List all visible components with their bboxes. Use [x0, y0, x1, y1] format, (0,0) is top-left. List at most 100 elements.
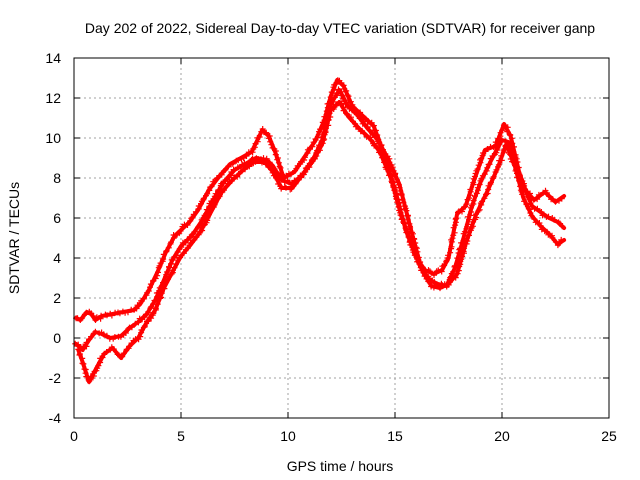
- data-point: [381, 159, 388, 166]
- data-point: [447, 249, 454, 256]
- data-point: [401, 220, 407, 227]
- data-point: [267, 165, 274, 172]
- data-point: [525, 205, 532, 212]
- data-point: [466, 195, 473, 202]
- data-point: [495, 141, 502, 148]
- series-track-2: [72, 86, 567, 352]
- data-point: [165, 244, 172, 251]
- data-point: [161, 281, 168, 288]
- data-point: [372, 134, 379, 141]
- data-point: [396, 184, 403, 191]
- data-point: [327, 114, 334, 120]
- data-point: [278, 185, 285, 192]
- data-point: [150, 310, 157, 317]
- data-point: [481, 171, 488, 178]
- data-point: [88, 333, 94, 340]
- data-point: [249, 149, 256, 156]
- data-point: [392, 190, 399, 197]
- data-point: [142, 311, 149, 318]
- data-point: [517, 183, 524, 190]
- data-point: [222, 167, 229, 173]
- data-point: [451, 229, 458, 236]
- data-point: [430, 284, 437, 291]
- data-point: [449, 235, 456, 242]
- data-point: [180, 250, 187, 257]
- data-point: [335, 86, 342, 93]
- data-point: [458, 256, 465, 263]
- data-point: [155, 269, 161, 276]
- data-point: [431, 272, 437, 279]
- y-tick-label: -2: [49, 370, 62, 386]
- data-point: [479, 198, 486, 205]
- data-point: [177, 254, 184, 261]
- data-point: [470, 197, 477, 204]
- data-point: [265, 135, 272, 142]
- data-point: [156, 262, 163, 269]
- data-point: [260, 157, 267, 164]
- data-point: [494, 145, 501, 151]
- data-point: [484, 146, 491, 152]
- data-point: [389, 179, 395, 186]
- data-point: [543, 189, 550, 196]
- data-point: [538, 209, 545, 215]
- data-point: [168, 239, 174, 246]
- data-point: [132, 320, 139, 327]
- y-tick-label: 6: [53, 210, 61, 226]
- data-point: [549, 234, 556, 241]
- x-tick-label: 15: [387, 428, 403, 444]
- series-track-3: [75, 100, 567, 385]
- data-point: [372, 127, 379, 134]
- data-point: [262, 161, 269, 168]
- data-point: [332, 81, 339, 88]
- data-point: [218, 171, 225, 178]
- data-point: [327, 101, 334, 108]
- data-point: [301, 169, 308, 176]
- data-point: [174, 249, 181, 256]
- data-point: [93, 314, 100, 321]
- data-point: [524, 190, 531, 197]
- data-point: [298, 174, 304, 181]
- data-point: [184, 236, 191, 243]
- data-point: [474, 166, 481, 173]
- data-point: [392, 171, 398, 178]
- data-point: [230, 166, 237, 173]
- data-point: [452, 274, 459, 281]
- data-point: [364, 123, 371, 130]
- y-tick-label: 8: [53, 170, 61, 186]
- data-point: [76, 352, 83, 358]
- data-point: [405, 234, 412, 241]
- data-point: [90, 373, 97, 379]
- data-point: [251, 144, 258, 151]
- data-point: [408, 242, 415, 249]
- data-point: [397, 212, 404, 219]
- data-point: [90, 313, 97, 319]
- data-point: [235, 157, 242, 164]
- data-point: [473, 211, 479, 218]
- data-point: [317, 126, 323, 133]
- grid: [74, 58, 609, 418]
- data-point: [455, 250, 462, 256]
- data-point: [275, 159, 282, 166]
- data-point: [333, 90, 340, 97]
- data-point: [188, 215, 195, 222]
- data-point: [208, 183, 215, 190]
- data-point: [308, 160, 315, 166]
- data-point: [367, 134, 374, 141]
- data-point: [537, 222, 544, 229]
- data-point: [267, 138, 274, 145]
- data-point: [160, 256, 167, 263]
- data-point: [165, 273, 172, 280]
- data-point: [473, 190, 480, 197]
- data-point: [369, 130, 376, 137]
- y-tick-label: 2: [53, 290, 61, 306]
- data-point: [453, 215, 460, 222]
- data-point: [504, 128, 511, 135]
- data-point: [528, 212, 535, 219]
- data-point: [189, 214, 196, 221]
- data-point: [389, 164, 396, 171]
- data-point: [98, 312, 105, 319]
- data-point: [168, 270, 175, 277]
- data-point: [391, 187, 398, 194]
- data-point: [545, 231, 552, 238]
- data-point: [206, 187, 213, 194]
